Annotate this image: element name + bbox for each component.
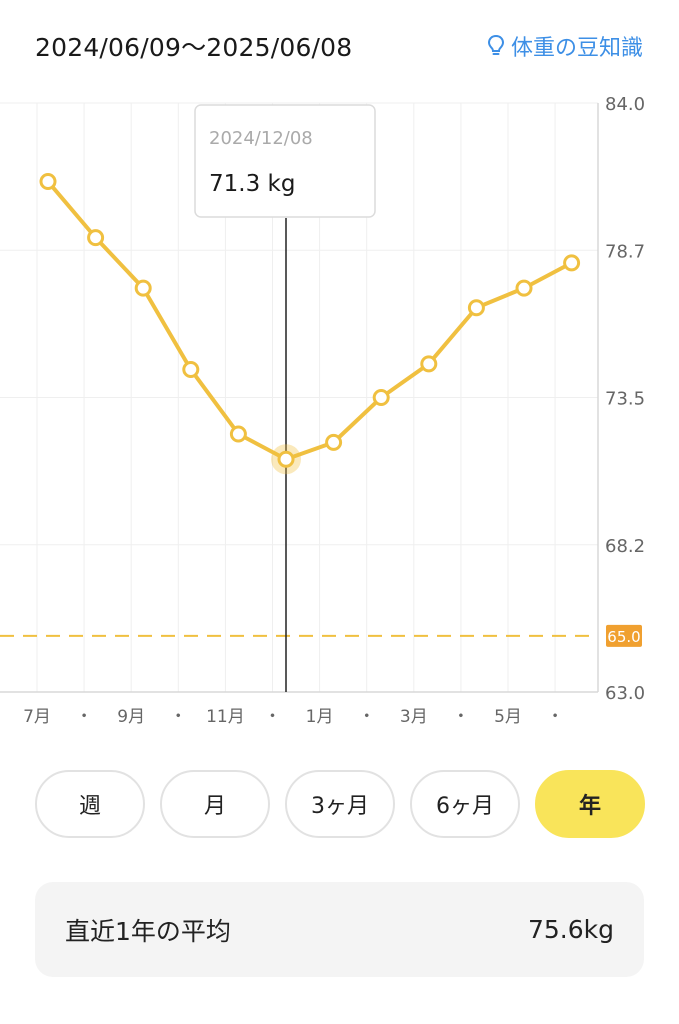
goal-badge <box>606 624 642 647</box>
data-point[interactable] <box>325 433 343 451</box>
x-tick-label: 1月 <box>306 707 334 727</box>
x-tick-label: ・ <box>452 707 469 727</box>
x-tick-label: 11月 <box>206 707 245 727</box>
data-point[interactable] <box>563 254 581 272</box>
tooltip-date: 2024/12/08 <box>209 128 313 149</box>
data-point[interactable] <box>515 279 533 297</box>
x-tick-label: 9月 <box>117 707 145 727</box>
data-point[interactable] <box>229 425 247 443</box>
tab-week-label: 週 <box>78 794 101 819</box>
tab-6-months-label: 6ヶ月 <box>436 794 494 819</box>
tab-year-label: 年 <box>578 794 601 819</box>
x-tick-label: ・ <box>358 707 375 727</box>
goal-badge-label: 65.0 <box>607 628 640 646</box>
x-tick-label: ・ <box>264 707 281 727</box>
x-tick-label: 3月 <box>400 707 428 727</box>
y-tick-label: 63.0 <box>605 683 645 704</box>
x-tick-label: 7月 <box>23 707 51 727</box>
tooltip-value: 71.3 kg <box>209 171 295 197</box>
range-tabs: 週 月 3ヶ月 6ヶ月 年 <box>35 770 645 840</box>
tab-6-months[interactable]: 6ヶ月 <box>410 770 520 838</box>
y-tick-label: 84.0 <box>605 94 645 115</box>
x-tick-label: ・ <box>170 707 187 727</box>
data-point[interactable] <box>372 389 390 406</box>
x-tick-label: ・ <box>76 707 93 727</box>
weight-series-line <box>46 180 573 462</box>
tab-week[interactable]: 週 <box>35 770 145 838</box>
weight-tips-link[interactable]: 体重の豆知識 <box>487 30 643 62</box>
average-summary: 直近1年の平均 75.6kg <box>35 882 644 977</box>
average-label: 直近1年の平均 <box>65 916 231 946</box>
data-point[interactable] <box>39 173 57 191</box>
tooltip-box <box>194 104 376 218</box>
tab-month[interactable]: 月 <box>160 770 270 838</box>
data-point[interactable] <box>182 360 200 378</box>
data-point[interactable] <box>277 450 295 468</box>
tab-3-months-label: 3ヶ月 <box>311 794 369 819</box>
weight-tips-label: 体重の豆知識 <box>510 36 643 61</box>
date-range-label: 2024/06/09～2025/06/08 <box>35 33 353 62</box>
y-tick-label: 78.7 <box>605 241 645 262</box>
x-tick-label: ・ <box>547 707 564 727</box>
header: 2024/06/09～2025/06/08 体重の豆知識 <box>0 0 679 90</box>
y-tick-label: 68.2 <box>605 536 645 557</box>
data-point[interactable] <box>87 229 105 247</box>
y-tick-label: 73.5 <box>605 389 645 410</box>
tab-3-months[interactable]: 3ヶ月 <box>285 770 395 838</box>
data-point[interactable] <box>134 279 152 297</box>
average-value: 75.6kg <box>527 915 614 944</box>
tab-year[interactable]: 年 <box>535 770 645 838</box>
data-point[interactable] <box>420 355 438 373</box>
lightbulb-icon <box>487 34 504 55</box>
data-point[interactable] <box>467 299 485 317</box>
x-tick-label: 5月 <box>494 707 522 727</box>
weight-chart[interactable]: 84.078.773.568.263.07月・ 9月・ 11月・ 1月・ 3月・ 5月 ・6… <box>0 88 679 738</box>
tab-month-label: 月 <box>203 794 226 819</box>
